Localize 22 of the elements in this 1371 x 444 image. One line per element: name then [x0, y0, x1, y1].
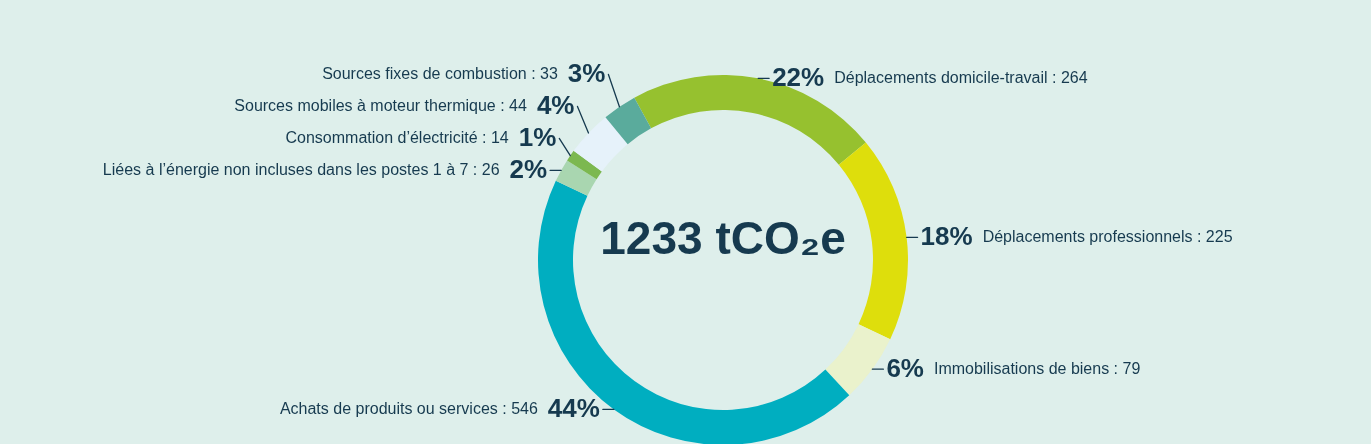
data-label: 6% [886, 353, 924, 384]
data-label: 2% [509, 154, 548, 185]
text: 1233 tCO₂e [600, 212, 846, 264]
data-label: 44% [547, 393, 600, 424]
data-label: 3% [567, 58, 606, 89]
data-label: 22% [772, 62, 825, 93]
data-label: 4% [536, 90, 575, 121]
donut-slice [567, 150, 602, 180]
data-label: 18% [920, 221, 973, 252]
data-label: 1% [518, 122, 557, 153]
donut-slice [605, 97, 652, 145]
donut-slice [555, 160, 597, 196]
slice-label: Sources fixes de combustion : 33 [322, 65, 558, 83]
donut-slice [573, 117, 628, 172]
donut-slice [538, 180, 850, 444]
slice-label: Déplacements domicile-travail : 264 [834, 69, 1088, 87]
slice-label: Immobilisations de biens : 79 [933, 360, 1141, 378]
slice-label: Sources mobiles à moteur thermique : 44 [234, 97, 527, 115]
slice-label: Liées à l’énergie non incluses dans les postes 1 à 7 : 26 [102, 161, 500, 179]
slice-label: Achats de produits ou services : 546 [279, 400, 538, 418]
slice-label: Consommation d’électricité : 14 [285, 129, 509, 147]
slice-label: Déplacements professionnels : 225 [982, 228, 1233, 246]
